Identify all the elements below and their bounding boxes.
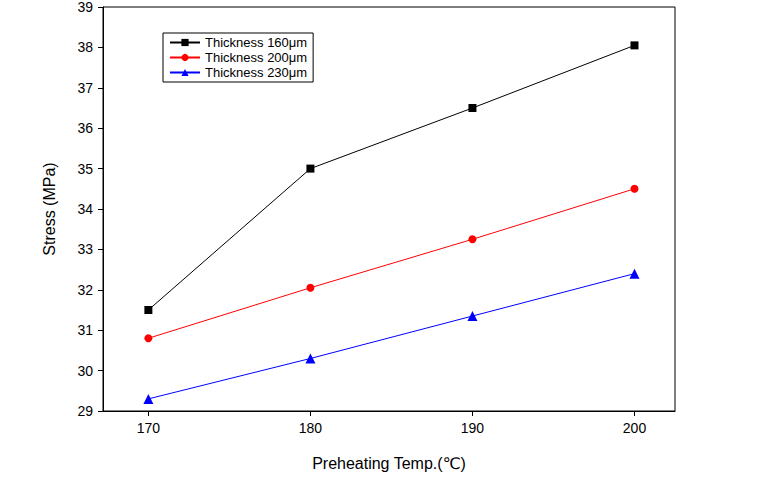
- svg-text:37: 37: [77, 80, 93, 96]
- svg-text:36: 36: [77, 120, 93, 136]
- svg-text:29: 29: [77, 403, 93, 419]
- svg-text:35: 35: [77, 161, 93, 177]
- svg-text:30: 30: [77, 363, 93, 379]
- svg-text:190: 190: [461, 420, 485, 436]
- svg-text:39: 39: [77, 0, 93, 15]
- svg-text:170: 170: [137, 420, 161, 436]
- svg-text:Thickness 160μm: Thickness 160μm: [205, 35, 307, 50]
- svg-text:38: 38: [77, 39, 93, 55]
- svg-text:31: 31: [77, 322, 93, 338]
- svg-text:200: 200: [623, 420, 647, 436]
- svg-text:180: 180: [299, 420, 323, 436]
- svg-text:Preheating Temp.(℃): Preheating Temp.(℃): [312, 455, 466, 472]
- svg-text:33: 33: [77, 241, 93, 257]
- svg-text:Thickness 230μm: Thickness 230μm: [205, 65, 307, 80]
- svg-text:32: 32: [77, 282, 93, 298]
- svg-text:Thickness 200μm: Thickness 200μm: [205, 50, 307, 65]
- svg-text:34: 34: [77, 201, 93, 217]
- svg-text:Stress (MPa): Stress (MPa): [41, 162, 58, 255]
